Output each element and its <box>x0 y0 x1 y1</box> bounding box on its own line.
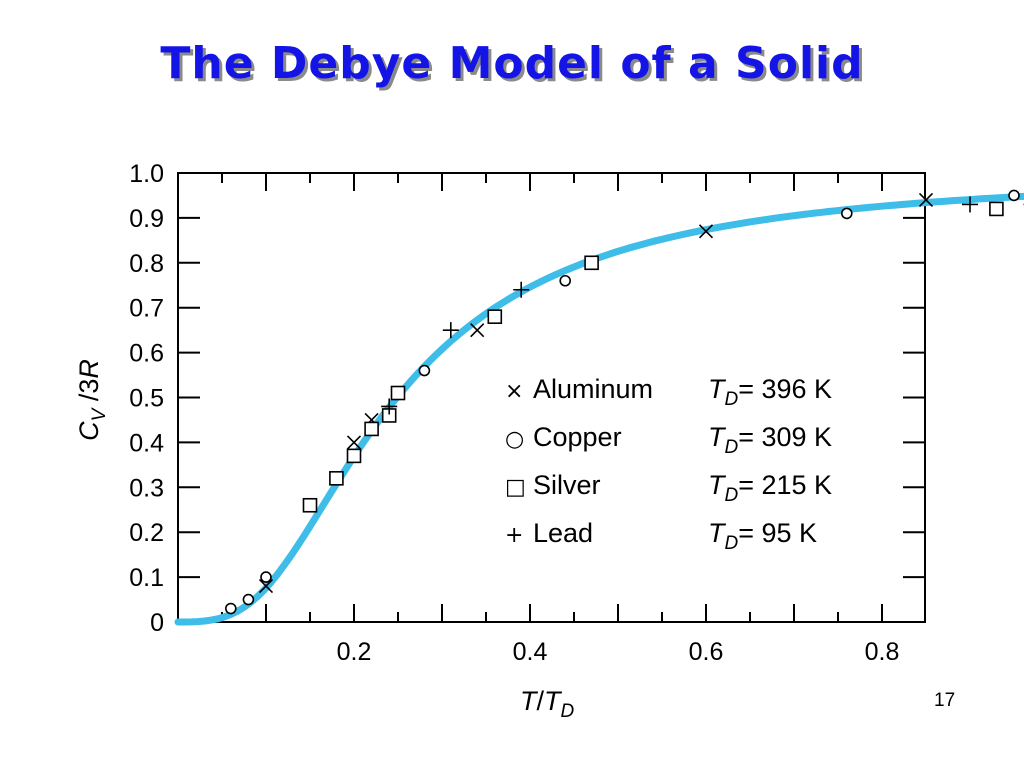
td-symbol: T <box>708 422 727 452</box>
page-number: 17 <box>934 690 956 711</box>
legend-td-copper: TD= 309 K <box>708 422 832 458</box>
aluminum-point <box>918 192 934 208</box>
td-symbol: T <box>708 518 727 548</box>
x-axis-label-sym: T <box>544 686 563 716</box>
x-stroke <box>698 224 714 239</box>
axis-ticks <box>178 173 925 622</box>
copper-point <box>1008 189 1020 202</box>
x-stroke <box>918 192 934 208</box>
td-symbol: T <box>708 470 727 500</box>
silver-point <box>346 448 362 464</box>
copper-point <box>418 364 431 377</box>
y-tick-label: 0.3 <box>129 474 164 502</box>
slide-title: The Debye Model of a Solid <box>160 38 864 89</box>
legend-symbol-aluminum: × <box>505 379 523 404</box>
legend-name-lead: Lead <box>533 518 593 548</box>
legend-name-copper: Copper <box>533 422 622 452</box>
td-subscript: D <box>725 485 739 506</box>
copper-point <box>242 593 255 606</box>
y-axis-label-sub: V <box>89 406 110 421</box>
x-tick-label: 0.6 <box>689 638 724 666</box>
y-tick-labels: 0 0.1 0.2 0.3 0.4 0.5 0.6 0.7 0.8 0.9 1.0 <box>129 160 164 637</box>
td-value: = 396 K <box>738 374 832 404</box>
silver-point <box>302 497 318 513</box>
legend-td-aluminum: TD= 396 K <box>708 374 832 410</box>
x-axis-label-sub: D <box>561 701 575 722</box>
y-tick-label: 0 <box>150 609 164 637</box>
x-tick-label: 0.8 <box>865 638 900 666</box>
legend-symbol-lead: + <box>505 523 523 548</box>
x-tick-labels: 0.20.40.60.81.01.21.41.6 <box>337 638 900 666</box>
silver-point <box>989 201 1004 217</box>
x-axis-label-main: T <box>520 686 539 716</box>
y-tick-label: 0.8 <box>129 250 164 278</box>
legend-name-aluminum: Aluminum <box>533 374 653 404</box>
y-tick-label: 0.2 <box>129 519 164 547</box>
legend-td-silver: TD= 215 K <box>708 470 832 506</box>
td-subscript: D <box>725 437 739 458</box>
y-tick-label: 0.5 <box>129 385 164 413</box>
x-stroke <box>258 579 274 594</box>
aluminum-point <box>470 323 485 338</box>
silver-point <box>390 385 406 401</box>
x-tick-label: 0.4 <box>513 638 548 666</box>
x-axis-label: T/TD <box>520 686 575 722</box>
td-value: = 215 K <box>738 470 832 500</box>
silver-point <box>364 421 379 437</box>
lead-point <box>381 398 398 415</box>
silver-point <box>487 309 503 324</box>
lead-point <box>442 322 459 339</box>
y-axis-label-tail: R <box>74 359 104 379</box>
x-stroke <box>470 323 485 338</box>
y-tick-label: 0.1 <box>129 564 164 592</box>
silver-point <box>584 255 599 271</box>
copper-point <box>840 207 853 220</box>
y-tick-label: 0.6 <box>129 340 164 368</box>
legend-symbol-copper: ○ <box>505 427 524 452</box>
td-value: = 95 K <box>738 518 817 548</box>
aluminum-point <box>698 224 714 239</box>
y-tick-label: 1.0 <box>129 160 164 188</box>
td-subscript: D <box>725 389 739 410</box>
legend-name-silver: Silver <box>533 470 601 500</box>
copper-point <box>225 602 237 615</box>
x-stroke <box>346 435 362 450</box>
td-symbol: T <box>708 374 727 404</box>
silver-point <box>329 471 344 486</box>
copper-point <box>559 274 572 287</box>
x-axis-label-slash: / <box>537 686 545 716</box>
td-subscript: D <box>725 533 739 554</box>
aluminum-point <box>258 579 274 594</box>
x-tick-label: 0.2 <box>337 638 372 666</box>
data-markers <box>225 189 1024 615</box>
y-tick-label: 0.9 <box>129 205 164 233</box>
td-value: = 309 K <box>738 422 832 452</box>
y-tick-label: 0.4 <box>129 429 164 457</box>
legend-td-lead: TD= 95 K <box>708 518 817 554</box>
lead-point <box>962 196 978 213</box>
y-axis-label-main: C <box>74 421 104 441</box>
copper-point <box>260 571 272 583</box>
legend: × Aluminum TD= 396 K○ Copper TD= 309 K□ Silve… <box>505 374 832 554</box>
y-tick-label: 0.7 <box>129 295 164 323</box>
y-axis-label: CV /3R <box>74 359 110 441</box>
legend-symbol-silver: □ <box>505 475 526 500</box>
aluminum-point <box>346 435 362 450</box>
y-axis-label-rest: /3 <box>74 379 104 409</box>
lead-point <box>513 281 530 298</box>
